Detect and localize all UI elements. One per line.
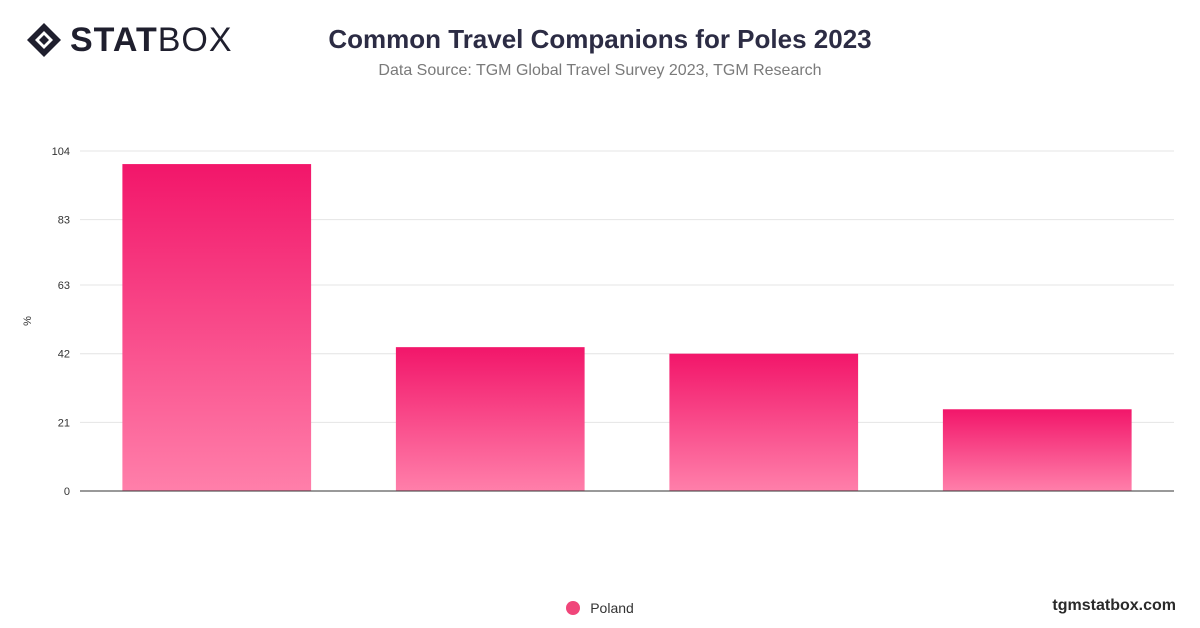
legend: Poland	[0, 600, 1200, 616]
y-tick-label: 83	[58, 215, 70, 227]
bar-3[interactable]	[669, 353, 859, 491]
site-url[interactable]: tgmstatbox.com	[1052, 597, 1176, 614]
y-axis-label: %	[22, 316, 34, 326]
chart-subtitle: Data Source: TGM Global Travel Survey 20…	[378, 62, 822, 79]
bar-4[interactable]	[942, 409, 1132, 491]
y-tick-label: 21	[58, 417, 70, 429]
y-tick-label: 42	[58, 349, 70, 361]
bar-2[interactable]	[395, 347, 585, 491]
legend-label-poland[interactable]: Poland	[590, 600, 634, 616]
logo-bold-text: STAT	[70, 21, 158, 59]
logo-light-text: BOX	[157, 21, 233, 59]
y-tick-label: 63	[58, 280, 70, 292]
bar-1[interactable]	[122, 164, 312, 492]
y-tick-label: 0	[64, 486, 70, 498]
diamond-logo-icon	[27, 23, 61, 57]
logo-wordmark: STATBOX	[70, 22, 233, 58]
chart-title: Common Travel Companions for Poles 2023	[328, 24, 872, 54]
statbox-logo: STATBOX	[26, 22, 233, 58]
y-tick-label: 104	[52, 146, 70, 158]
legend-swatch-icon	[566, 601, 581, 615]
